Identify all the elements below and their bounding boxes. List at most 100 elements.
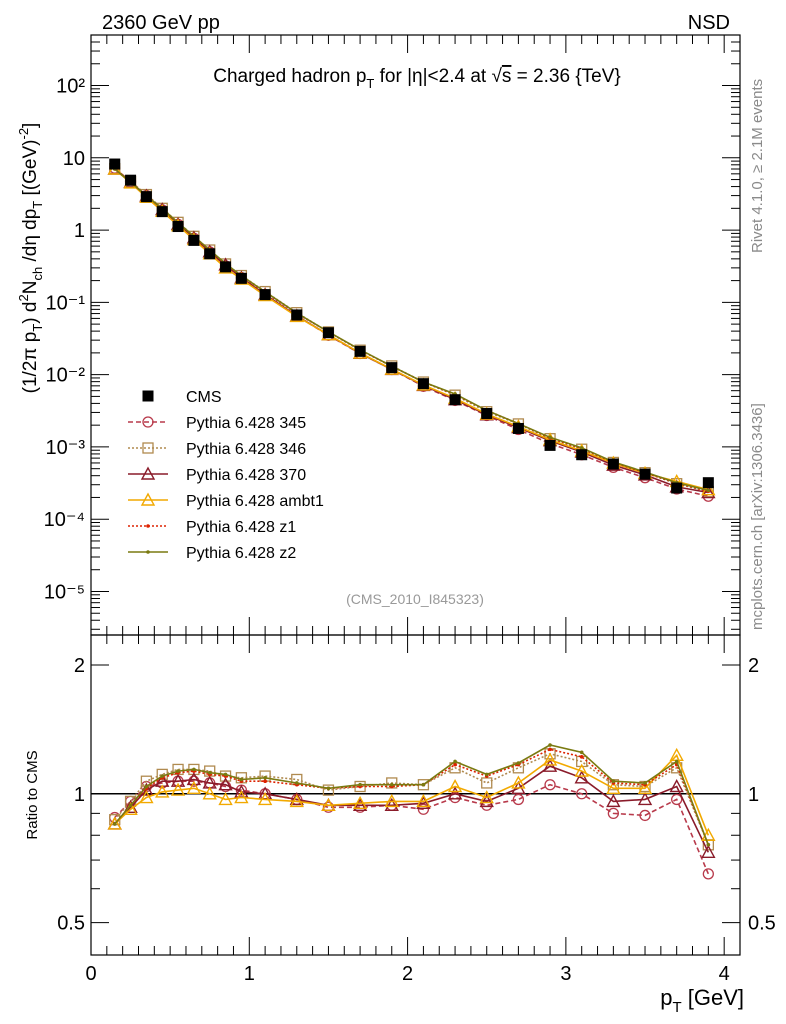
ratio-point <box>352 795 368 810</box>
mcplots-source-label: mcplots.cern.ch [arXiv:1306.3436] <box>749 403 766 630</box>
ratio-point <box>512 793 525 806</box>
ratio-point <box>542 752 558 766</box>
ratio-plot-frame <box>90 634 741 956</box>
ratio-point <box>170 773 186 787</box>
ratio-point <box>144 784 149 789</box>
ratio-point <box>186 772 202 786</box>
ratio-point <box>417 803 430 815</box>
ratio-point <box>481 777 493 789</box>
ratio-point <box>706 842 711 847</box>
ratio-point <box>234 790 249 804</box>
ratio-point <box>579 755 584 759</box>
cms-data-point <box>156 206 168 218</box>
ratio-point <box>579 750 584 755</box>
ratio-point <box>671 793 683 806</box>
ratio-point <box>548 747 552 752</box>
ratio-point <box>263 775 267 780</box>
legend-label: CMS <box>186 389 222 406</box>
ratio-line-z1 <box>114 748 710 846</box>
x-tick-label: 1 <box>244 963 255 985</box>
legend: CMS Pythia 6.428 345 Pythia 6.428 346 Pythi… <box>128 389 324 562</box>
ratio-point <box>479 790 494 804</box>
y-tick-label: 10 <box>63 148 85 170</box>
ratio-point <box>607 807 620 820</box>
ratio-point <box>186 780 202 794</box>
cms-data-point <box>259 289 271 301</box>
legend-label: Pythia 6.428 345 <box>186 415 306 432</box>
legend-label: Pythia 6.428 346 <box>186 441 306 458</box>
cms-data-point <box>125 174 137 186</box>
chart-title: Charged hadron pT for |η|<2.4 at √s = 2.… <box>213 66 621 91</box>
x-tick-label: 2 <box>402 963 413 985</box>
y-tick-label: 10⁻⁵ <box>44 581 85 603</box>
cms-data-point <box>607 458 619 470</box>
ratio-point <box>606 793 621 808</box>
x-tick-label: 0 <box>85 963 96 985</box>
ratio-point <box>223 772 228 777</box>
ratio-point <box>479 793 494 808</box>
ratio-point <box>416 795 431 810</box>
main-point <box>706 488 711 493</box>
ratio-point <box>176 769 180 773</box>
ratio-point <box>358 782 362 787</box>
x-tick-label: 4 <box>719 963 730 985</box>
ratio-point <box>574 770 589 784</box>
ratio-point <box>516 761 521 765</box>
y-tick-label: 2 <box>748 655 759 677</box>
cms-data-point <box>386 362 398 374</box>
legend-marker <box>146 550 150 554</box>
y-axis-label: (1/2π pT) d2Nch /dη dpT [(GeV)-2] <box>16 123 45 394</box>
legend-label: Pythia 6.428 z1 <box>186 519 296 536</box>
ratio-point <box>639 809 651 822</box>
ratio-point <box>263 779 267 784</box>
ratio-point <box>322 784 335 796</box>
cms-data-point <box>702 477 714 489</box>
ratio-point <box>606 780 621 794</box>
cms-data-point <box>235 272 247 284</box>
ratio-point <box>294 781 299 785</box>
y-tick-label: 1 <box>748 784 759 806</box>
ratio-point <box>447 779 463 793</box>
cms-data-point <box>544 439 556 451</box>
cms-data-point <box>671 482 683 494</box>
ratio-point <box>511 775 526 789</box>
cms-data-point <box>188 234 200 246</box>
ratio-line-370 <box>114 765 710 853</box>
cms-data-point <box>354 345 366 357</box>
ratio-point <box>453 762 457 767</box>
ratio-point <box>637 780 653 794</box>
cms-data-point <box>322 327 334 339</box>
ratio-point <box>637 791 653 806</box>
legend-marker <box>140 492 156 506</box>
ratio-point <box>484 772 489 777</box>
y-tick-label: 1 <box>74 784 85 806</box>
ratio-point <box>257 791 273 806</box>
cms-data-point <box>481 408 493 420</box>
ratio-point <box>669 779 684 793</box>
ratio-point <box>611 779 616 784</box>
ratio-point <box>544 779 556 791</box>
ratio-point <box>321 797 336 811</box>
cms-data-point <box>291 309 303 321</box>
cms-data-point <box>220 261 232 273</box>
ratio-point <box>701 844 716 858</box>
ratio-point <box>155 784 170 798</box>
ratio-point <box>674 759 679 764</box>
cms-data-point <box>140 191 152 203</box>
main-point <box>548 435 552 440</box>
legend-label: Pythia 6.428 ambt1 <box>186 493 324 510</box>
ratio-point <box>239 777 244 782</box>
ratio-point <box>160 774 165 778</box>
ratio-point <box>107 816 122 830</box>
ratio-point <box>416 793 431 808</box>
y-tick-label: 10⁻⁴ <box>44 509 85 531</box>
cms-data-point <box>576 449 588 461</box>
cms-data-point <box>417 378 429 390</box>
x-tick-label: 3 <box>560 963 571 985</box>
ratio-point <box>139 790 154 804</box>
main-plot-series <box>107 158 716 502</box>
cms-data-point <box>449 394 461 406</box>
y-tick-label: 10⁻³ <box>46 437 86 459</box>
cms-data-point <box>172 221 184 233</box>
ratio-point <box>421 782 426 787</box>
